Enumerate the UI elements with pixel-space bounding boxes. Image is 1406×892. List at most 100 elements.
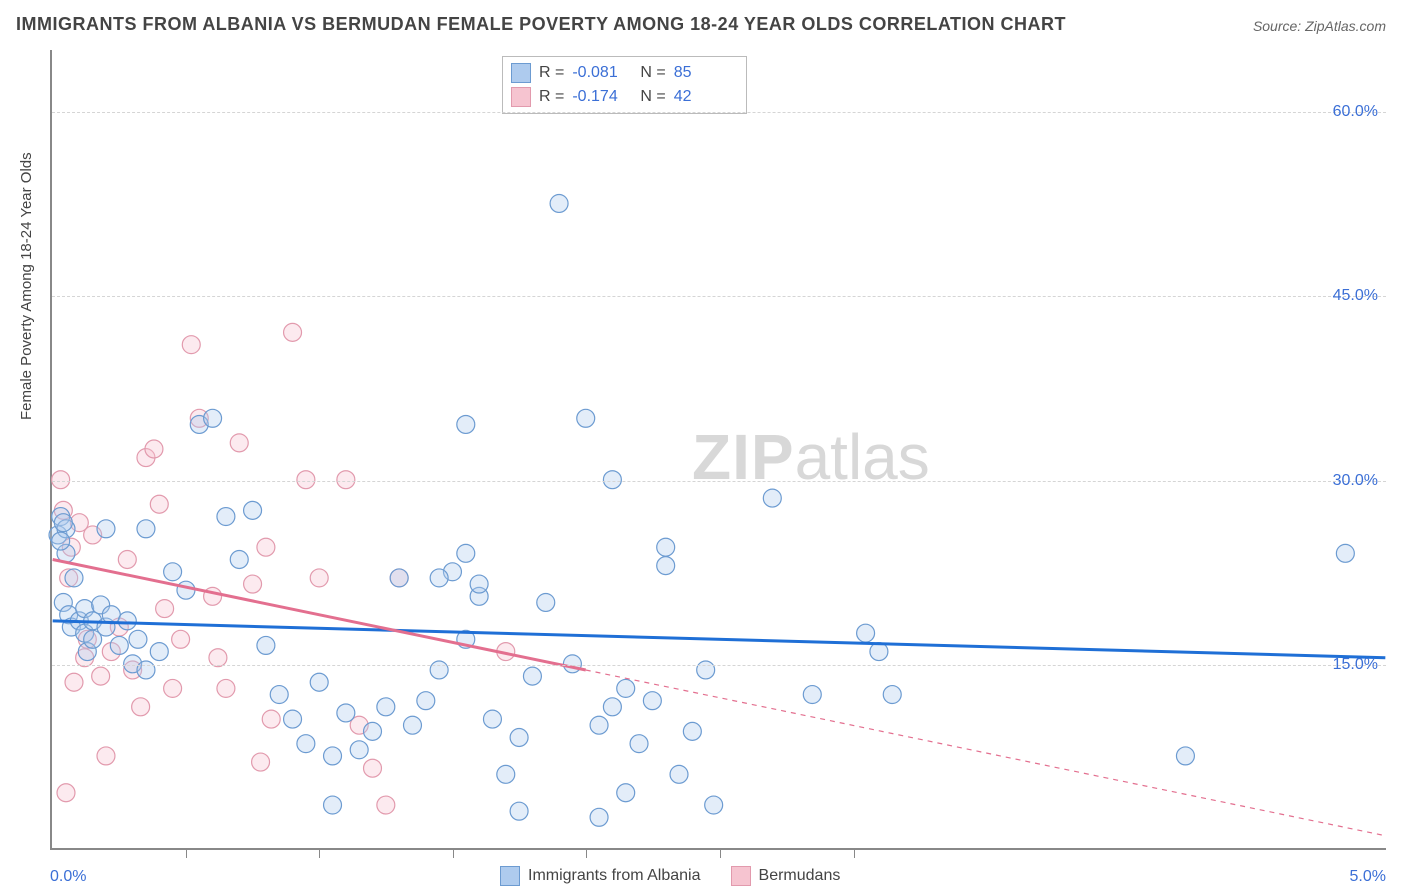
bottom-legend: Immigrants from Albania Bermudans — [500, 866, 840, 886]
scatter-point-albania — [337, 704, 355, 722]
scatter-point-bermudans — [97, 747, 115, 765]
scatter-point-bermudans — [145, 440, 163, 458]
scatter-point-albania — [150, 643, 168, 661]
scatter-point-bermudans — [150, 495, 168, 513]
ytick-label: 30.0% — [1333, 472, 1378, 490]
xtick — [453, 848, 455, 858]
scatter-point-bermudans — [377, 796, 395, 814]
scatter-point-albania — [97, 520, 115, 538]
scatter-point-bermudans — [337, 471, 355, 489]
scatter-point-bermudans — [156, 600, 174, 618]
x-min-label: 0.0% — [50, 868, 86, 886]
scatter-point-albania — [350, 741, 368, 759]
scatter-point-albania — [310, 673, 328, 691]
scatter-point-albania — [603, 471, 621, 489]
scatter-point-bermudans — [310, 569, 328, 587]
scatter-point-albania — [118, 612, 136, 630]
scatter-point-bermudans — [65, 673, 83, 691]
scatter-point-albania — [457, 544, 475, 562]
stats-row-albania: R = -0.081 N = 85 — [511, 61, 734, 85]
scatter-point-bermudans — [182, 336, 200, 354]
scatter-point-albania — [523, 667, 541, 685]
scatter-point-albania — [244, 501, 262, 519]
legend-label-bermudans: Bermudans — [759, 867, 841, 885]
scatter-point-bermudans — [217, 679, 235, 697]
swatch-albania — [511, 63, 531, 83]
scatter-point-albania — [483, 710, 501, 728]
scatter-point-albania — [137, 520, 155, 538]
scatter-point-albania — [129, 630, 147, 648]
scatter-point-albania — [324, 747, 342, 765]
gridline-h — [52, 665, 1386, 666]
scatter-point-bermudans — [164, 679, 182, 697]
scatter-point-albania — [857, 624, 875, 642]
scatter-point-albania — [657, 538, 675, 556]
scatter-point-bermudans — [252, 753, 270, 771]
source-label: Source: ZipAtlas.com — [1253, 18, 1386, 34]
legend-swatch-albania — [500, 866, 520, 886]
n-value-bermudans: 42 — [674, 88, 734, 106]
trendline-albania — [53, 621, 1386, 658]
scatter-point-albania — [497, 765, 515, 783]
scatter-point-albania — [510, 802, 528, 820]
scatter-point-albania — [377, 698, 395, 716]
scatter-point-albania — [204, 409, 222, 427]
scatter-point-albania — [404, 716, 422, 734]
scatter-point-albania — [1336, 544, 1354, 562]
ytick-label: 60.0% — [1333, 103, 1378, 121]
scatter-point-albania — [390, 569, 408, 587]
scatter-point-albania — [705, 796, 723, 814]
xtick — [319, 848, 321, 858]
scatter-point-albania — [364, 722, 382, 740]
scatter-point-albania — [537, 593, 555, 611]
scatter-point-albania — [670, 765, 688, 783]
scatter-point-albania — [510, 729, 528, 747]
n-value-albania: 85 — [674, 64, 734, 82]
scatter-point-bermudans — [92, 667, 110, 685]
scatter-point-albania — [137, 661, 155, 679]
scatter-point-albania — [164, 563, 182, 581]
y-axis-label: Female Poverty Among 18-24 Year Olds — [18, 152, 35, 420]
scatter-point-bermudans — [57, 784, 75, 802]
scatter-point-albania — [470, 575, 488, 593]
plot-area: ZIPatlas R = -0.081 N = 85 R = -0.174 N … — [50, 50, 1386, 850]
xtick — [720, 848, 722, 858]
scatter-point-albania — [257, 636, 275, 654]
scatter-svg — [52, 50, 1386, 848]
legend-label-albania: Immigrants from Albania — [528, 867, 701, 885]
ytick-label: 15.0% — [1333, 656, 1378, 674]
scatter-point-albania — [590, 716, 608, 734]
scatter-point-albania — [65, 569, 83, 587]
scatter-point-bermudans — [209, 649, 227, 667]
n-label: N = — [640, 88, 665, 106]
scatter-point-bermudans — [297, 471, 315, 489]
scatter-point-albania — [617, 679, 635, 697]
r-value-albania: -0.081 — [572, 64, 632, 82]
scatter-point-bermudans — [364, 759, 382, 777]
scatter-point-albania — [324, 796, 342, 814]
scatter-point-albania — [590, 808, 608, 826]
gridline-h — [52, 481, 1386, 482]
xtick — [186, 848, 188, 858]
scatter-point-albania — [683, 722, 701, 740]
r-value-bermudans: -0.174 — [572, 88, 632, 106]
scatter-point-albania — [54, 514, 72, 532]
legend-item-bermudans: Bermudans — [731, 866, 841, 886]
r-label: R = — [539, 88, 564, 106]
scatter-point-albania — [617, 784, 635, 802]
scatter-point-bermudans — [172, 630, 190, 648]
ytick-label: 45.0% — [1333, 287, 1378, 305]
swatch-bermudans — [511, 87, 531, 107]
scatter-point-albania — [697, 661, 715, 679]
scatter-point-albania — [217, 508, 235, 526]
scatter-point-bermudans — [230, 434, 248, 452]
scatter-point-bermudans — [118, 551, 136, 569]
scatter-point-albania — [284, 710, 302, 728]
stats-row-bermudans: R = -0.174 N = 42 — [511, 85, 734, 109]
scatter-point-albania — [177, 581, 195, 599]
stats-legend-box: R = -0.081 N = 85 R = -0.174 N = 42 — [502, 56, 747, 114]
scatter-point-albania — [457, 415, 475, 433]
scatter-point-albania — [430, 661, 448, 679]
scatter-point-albania — [430, 569, 448, 587]
scatter-point-albania — [417, 692, 435, 710]
